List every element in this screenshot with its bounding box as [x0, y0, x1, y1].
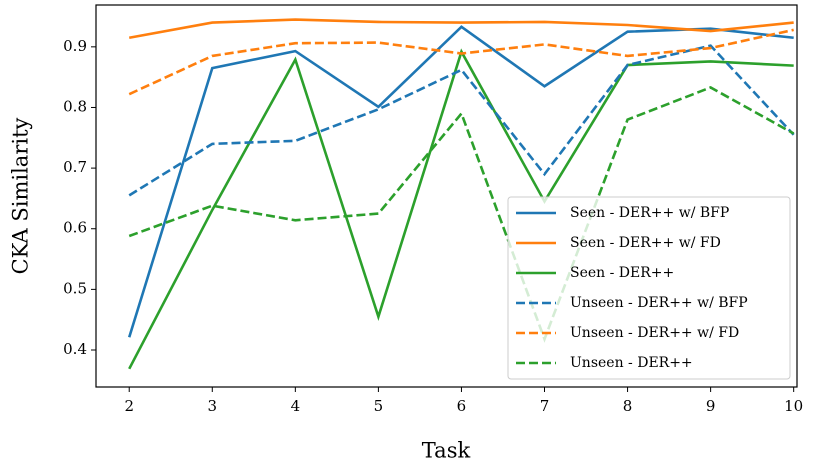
legend-label: Unseen - DER++ w/ FD [570, 325, 739, 341]
line-series [128, 28, 794, 96]
legend-label: Seen - DER++ [570, 265, 674, 281]
x-tick-label: 4 [291, 397, 301, 415]
y-tick-label: 0.8 [63, 97, 87, 115]
legend-label: Seen - DER++ w/ FD [570, 235, 721, 251]
x-tick-label: 7 [540, 397, 550, 415]
x-tick-label: 8 [623, 397, 633, 415]
line-series [128, 18, 794, 40]
y-tick-label: 0.6 [63, 219, 87, 237]
x-tick-label: 2 [124, 397, 134, 415]
legend-label: Seen - DER++ w/ BFP [570, 205, 729, 221]
plot-frame [95, 4, 798, 388]
x-tick-label: 10 [784, 397, 803, 415]
legend: Seen - DER++ w/ BFP Seen - DER++ w/ FD See… [507, 196, 791, 380]
legend-label: Unseen - DER++ w/ BFP [570, 295, 748, 311]
x-tick-label: 3 [208, 397, 218, 415]
y-tick-label: 0.9 [63, 37, 87, 55]
x-tick-label: 5 [374, 397, 384, 415]
legend-box [507, 196, 791, 380]
line-series [128, 44, 795, 197]
x-tick-label: 6 [457, 397, 467, 415]
y-tick-label: 0.5 [63, 279, 87, 297]
line-series [128, 48, 794, 370]
legend-label: Unseen - DER++ [570, 355, 693, 371]
y-axis-label: CKA Similarity [9, 117, 33, 274]
y-tick-label: 0.4 [63, 340, 87, 358]
y-tick-label: 0.7 [63, 158, 87, 176]
x-axis-label: Task [422, 439, 471, 463]
x-tick-label: 9 [706, 397, 716, 415]
